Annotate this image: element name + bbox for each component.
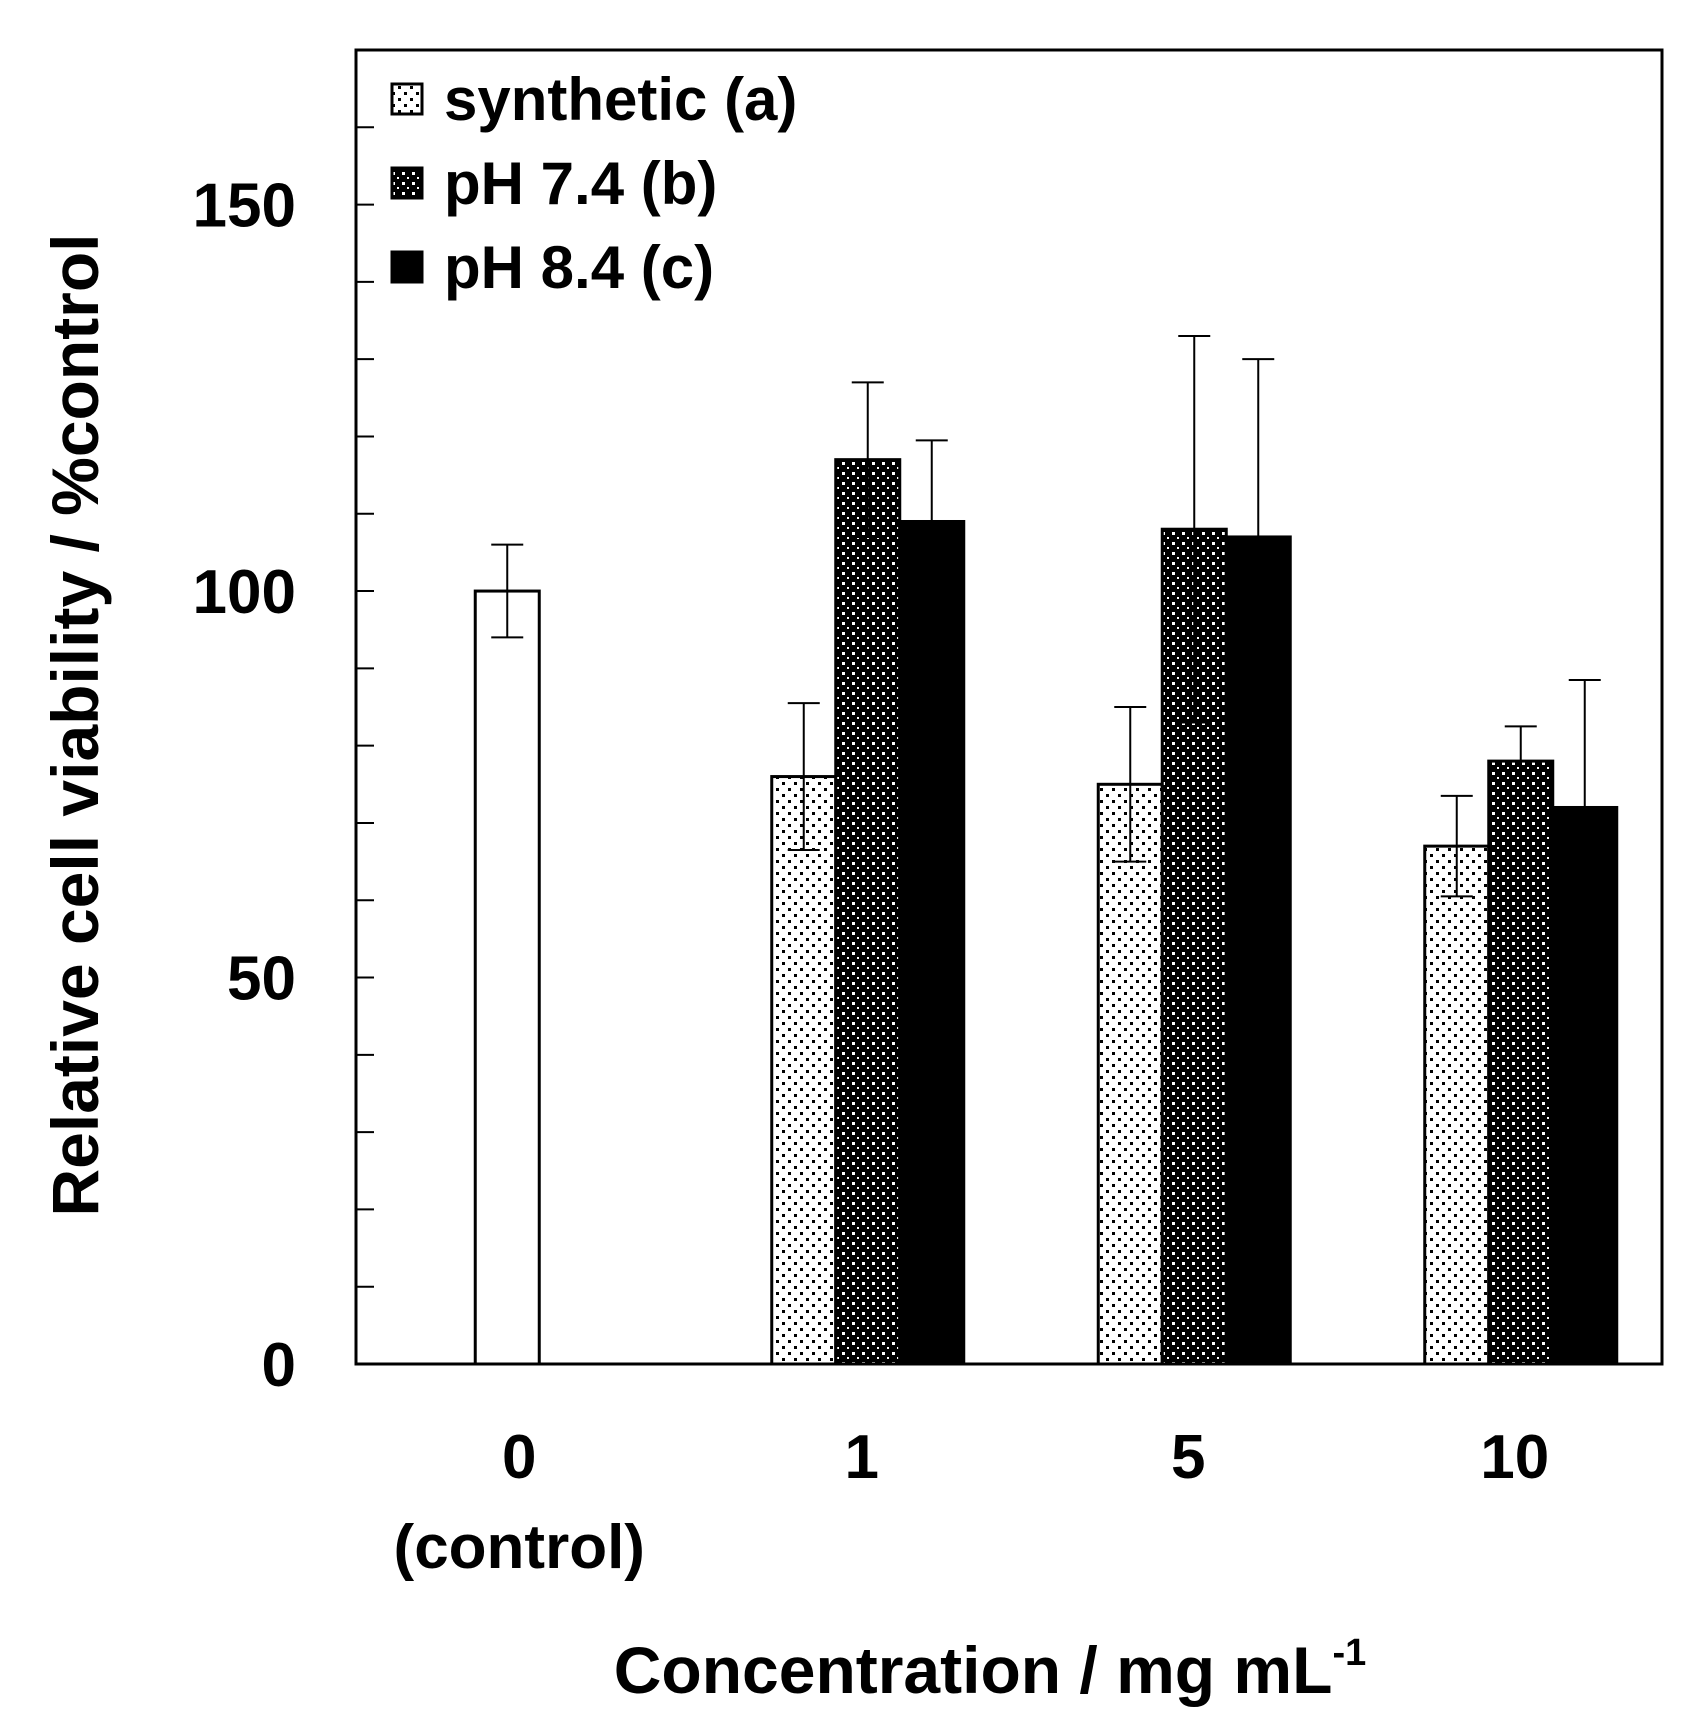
bar-5-s1 [1160,527,1228,1366]
y-axis: 0 50 100 150 [193,126,374,1400]
x-axis-title-text: Concentration / mg mL [614,1633,1333,1707]
bar-10-s1 [1487,759,1555,1366]
y-tick-label-0: 0 [262,1331,296,1400]
y-tick-label-50: 50 [227,945,296,1014]
legend-label-ph74: pH 7.4 (b) [444,150,717,217]
bar-10-s0 [1423,844,1491,1366]
legend-label-ph84: pH 8.4 (c) [444,234,714,301]
y-tick-label-100: 100 [193,558,296,627]
y-tick-label-150: 150 [193,172,296,241]
bar-1-s0 [770,775,838,1366]
legend: synthetic (a) pH 7.4 (b) pH 8.4 (c) [390,66,797,301]
x-tick-label-1: 1 [845,1423,879,1492]
bar-1-s2 [898,519,966,1366]
legend-swatch-ph74 [390,166,424,200]
x-axis-title: Concentration / mg mL-1 [614,1632,1366,1707]
legend-label-synthetic: synthetic (a) [444,66,797,133]
y-axis-title: Relative cell viability / %control [38,233,112,1216]
x-tick-label-0: 0 [502,1423,536,1492]
plot-frame [354,48,1664,1366]
error-bars [491,334,1601,937]
x-tick-sublabel-0: (control) [394,1513,645,1582]
x-tick-label-5: 5 [1171,1423,1205,1492]
x-axis-title-superscript: -1 [1332,1632,1366,1674]
bars [473,458,1619,1366]
legend-swatch-synthetic [390,82,424,116]
bar-control [473,589,541,1366]
x-axis: 0 (control) 1 5 10 [394,1423,1550,1582]
bar-1-s1 [834,458,902,1366]
legend-swatch-ph84 [390,250,424,284]
bar-5-s0 [1096,782,1164,1366]
x-tick-label-10: 10 [1480,1423,1549,1492]
